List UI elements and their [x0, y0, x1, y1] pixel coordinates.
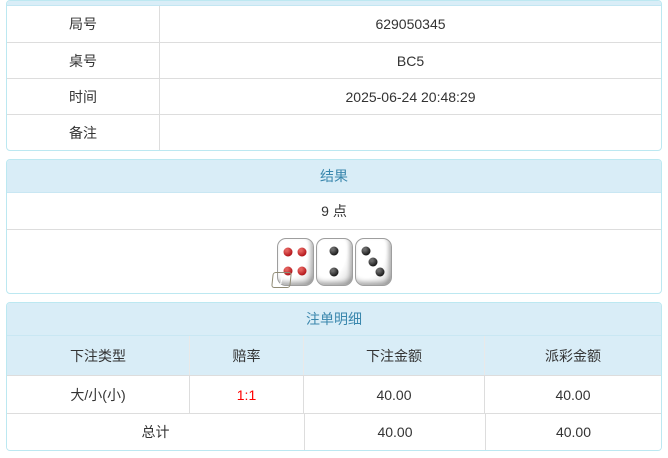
info-row-label: 时间: [7, 79, 160, 114]
die-pip: [283, 247, 293, 257]
die-pip: [368, 257, 378, 266]
table-row: 局号 629050345: [7, 6, 661, 42]
bet-table-header: 下注类型 赔率 下注金额 派彩金额: [7, 336, 661, 376]
table-row: 桌号 BC5: [7, 42, 661, 78]
panel-top-strip: [7, 1, 661, 6]
bet-column-header: 派彩金额: [484, 336, 661, 375]
info-row-value: BC5: [396, 52, 425, 69]
die-pip: [297, 266, 307, 276]
result-points: 9 点: [7, 193, 661, 230]
die-pip: [329, 267, 339, 277]
die-3: [354, 237, 392, 286]
die-pip: [297, 247, 307, 257]
die-pip: [329, 246, 339, 256]
bet-type-cell: 大/小(小): [70, 386, 126, 403]
result-panel-title: 结果: [7, 160, 661, 193]
total-bet-amount: 40.00: [304, 414, 485, 450]
payout-amount-cell: 40.00: [484, 376, 661, 413]
info-row-value: [160, 115, 661, 150]
info-row-label: 局号: [7, 6, 160, 42]
die-pip: [361, 246, 371, 256]
die-4: i: [270, 237, 314, 288]
total-label: 总计: [141, 424, 170, 440]
die-pip: [283, 266, 293, 276]
die-pip: [375, 267, 385, 277]
bet-odds-cell: 1:1: [189, 376, 303, 413]
table-row: 时间 2025-06-24 20:48:29: [7, 78, 661, 114]
bet-total-row: 总计 40.00 40.00: [7, 414, 661, 450]
bet-amount-cell: 40.00: [303, 376, 484, 413]
result-panel: 结果 9 点 i: [6, 159, 662, 294]
info-row-label: 备注: [7, 115, 160, 150]
dice-row: i: [7, 230, 661, 293]
game-info-panel: 局号 629050345 桌号 BC5 时间 2025-06-24 20:48:29 备注: [6, 0, 662, 151]
bet-table-body: 大/小(小) 1:1 40.00 40.00: [7, 376, 661, 414]
bet-panel-title: 注单明细: [7, 303, 661, 336]
game-info-table: 局号 629050345 桌号 BC5 时间 2025-06-24 20:48:29 备注: [7, 6, 661, 150]
bet-column-header: 下注金额: [303, 336, 484, 375]
bet-column-header: 下注类型: [70, 347, 126, 364]
die-2: [315, 237, 353, 286]
info-row-label: 桌号: [7, 43, 160, 78]
info-row-value: 629050345: [375, 16, 446, 32]
bet-detail-panel: 注单明细 下注类型 赔率 下注金额 派彩金额 大/小(小) 1:1 40.00 40.00 …: [6, 302, 662, 451]
info-row-value: 2025-06-24 20:48:29: [345, 88, 476, 105]
bet-column-header: 赔率: [189, 336, 303, 375]
bet-row: 大/小(小) 1:1 40.00 40.00: [7, 376, 661, 414]
info-icon[interactable]: i: [270, 271, 292, 288]
table-row: 备注: [7, 114, 661, 150]
total-payout-amount: 40.00: [485, 414, 661, 450]
